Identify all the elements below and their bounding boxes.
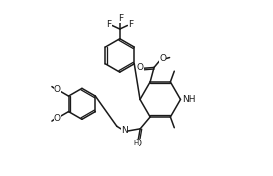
Text: NH: NH — [182, 95, 196, 104]
Text: F: F — [106, 20, 111, 29]
Text: O: O — [137, 63, 144, 72]
Text: O: O — [54, 114, 61, 123]
Text: O: O — [134, 139, 141, 148]
Text: N: N — [121, 126, 127, 135]
Text: O: O — [159, 54, 166, 63]
Text: H: H — [133, 140, 139, 146]
Text: F: F — [128, 20, 133, 29]
Text: F: F — [118, 14, 123, 23]
Text: O: O — [54, 85, 61, 94]
